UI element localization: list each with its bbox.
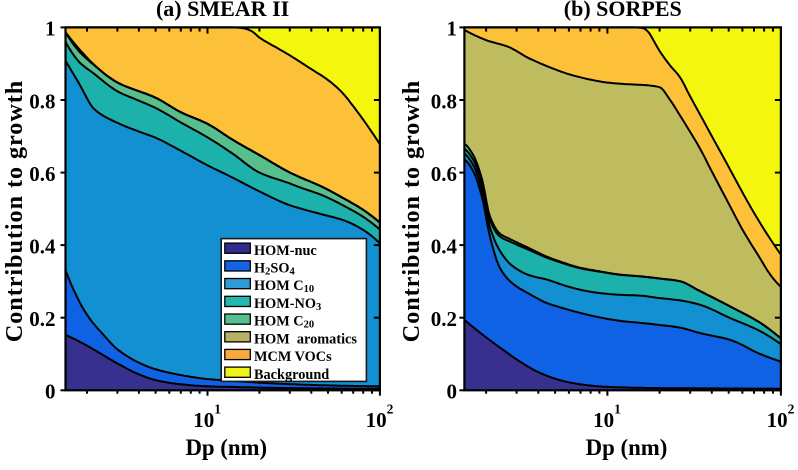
svg-text:1: 1 xyxy=(447,17,458,41)
svg-text:(a) SMEAR II: (a) SMEAR II xyxy=(156,0,289,21)
svg-text:0.4: 0.4 xyxy=(431,234,458,258)
svg-text:HOM-nuc: HOM-nuc xyxy=(254,243,317,259)
svg-text:HOM aromatics: HOM aromatics xyxy=(254,331,357,347)
svg-text:0.8: 0.8 xyxy=(29,89,55,113)
svg-text:Dp (nm): Dp (nm) xyxy=(586,435,668,460)
svg-text:0.2: 0.2 xyxy=(431,307,457,331)
svg-text:MCM VOCs: MCM VOCs xyxy=(254,349,332,365)
svg-text:0.6: 0.6 xyxy=(431,162,457,186)
svg-text:0.2: 0.2 xyxy=(29,307,55,331)
svg-text:0.8: 0.8 xyxy=(431,89,457,113)
svg-text:0: 0 xyxy=(45,380,56,404)
svg-text:HOM C20: HOM C20 xyxy=(254,314,314,331)
svg-text:0: 0 xyxy=(447,380,458,404)
svg-text:Dp (nm): Dp (nm) xyxy=(185,435,267,460)
svg-text:0.4: 0.4 xyxy=(29,234,56,258)
svg-text:HOM-NO3: HOM-NO3 xyxy=(254,296,321,313)
svg-text:H2SO4: H2SO4 xyxy=(254,261,295,278)
svg-text:(b) SORPES: (b) SORPES xyxy=(564,0,682,21)
svg-text:Background: Background xyxy=(254,367,329,383)
svg-text:Contribution to growth: Contribution to growth xyxy=(398,80,425,342)
svg-text:HOM C10: HOM C10 xyxy=(254,278,314,295)
svg-text:1: 1 xyxy=(45,17,56,41)
svg-text:0.6: 0.6 xyxy=(29,162,55,186)
svg-text:Contribution to growth: Contribution to growth xyxy=(1,80,28,342)
